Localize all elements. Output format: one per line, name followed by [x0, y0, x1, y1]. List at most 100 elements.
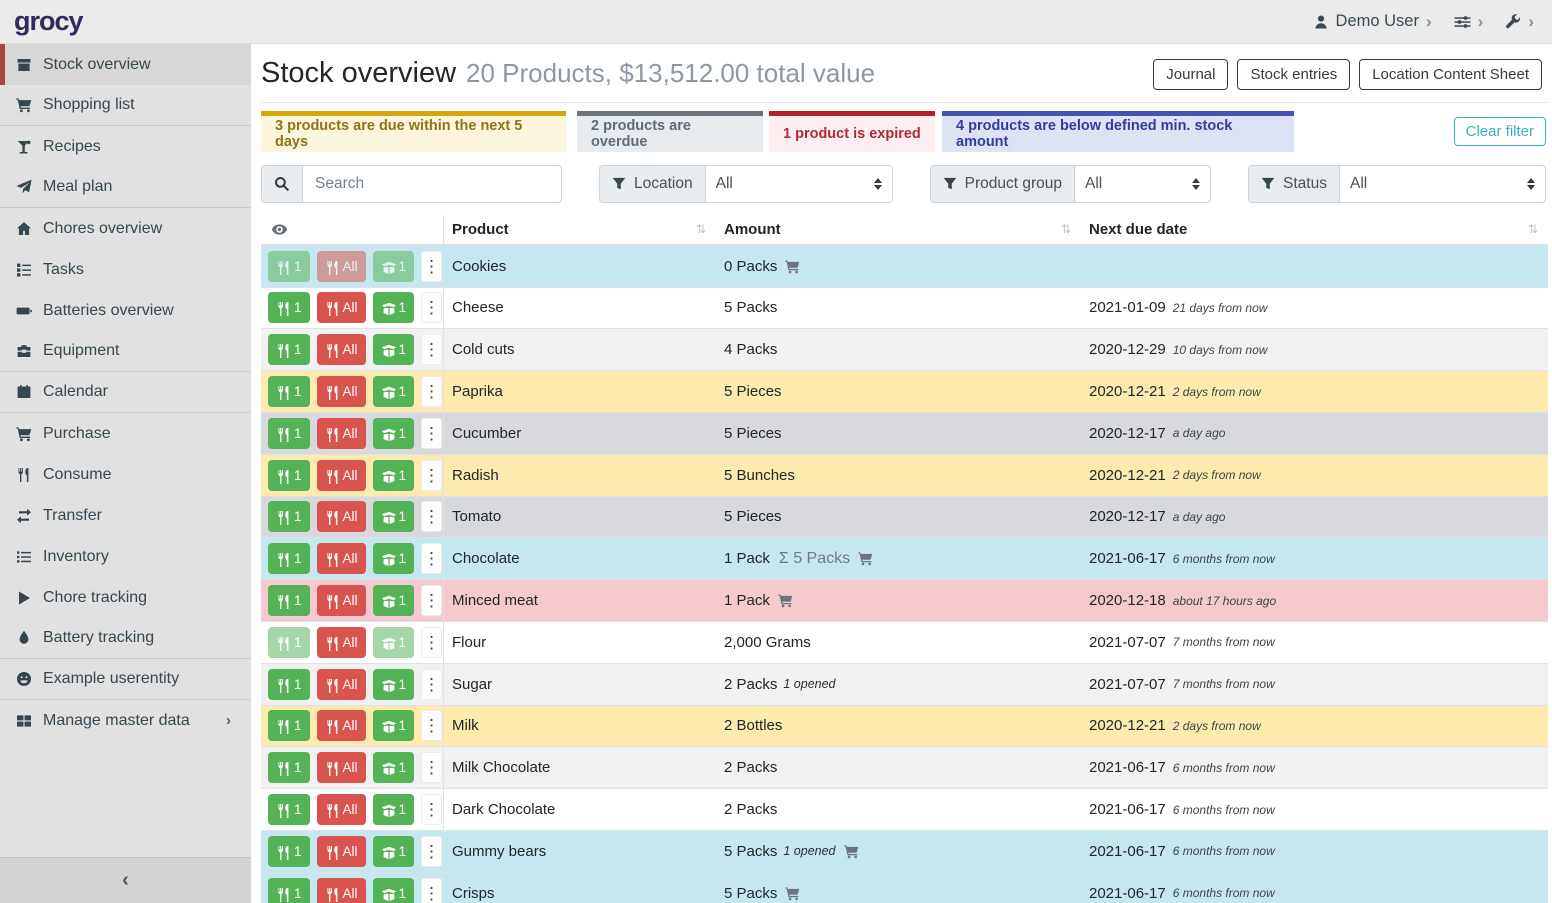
row-menu-button[interactable]: ⋮ — [421, 668, 443, 700]
sidebar-item-manage-master-data[interactable]: Manage master data › — [0, 700, 251, 741]
sidebar-item-example-userentity[interactable]: Example userentity — [0, 659, 251, 700]
sidebar-item-meal-plan[interactable]: Meal plan — [0, 167, 251, 208]
row-menu-button[interactable]: ⋮ — [421, 835, 443, 867]
consume-one-button[interactable]: 1 — [268, 668, 310, 700]
consume-one-button[interactable]: 1 — [268, 835, 310, 867]
row-menu-button[interactable]: ⋮ — [421, 250, 443, 282]
location-select[interactable]: All — [704, 164, 893, 203]
consume-all-button[interactable]: All — [316, 376, 366, 408]
alert-overdue[interactable]: 2 products are overdue — [577, 110, 763, 152]
row-menu-button[interactable]: ⋮ — [421, 459, 443, 491]
consume-all-button[interactable]: All — [316, 334, 366, 366]
sidebar-item-equipment[interactable]: Equipment — [0, 331, 251, 372]
sidebar-item-recipes[interactable]: Recipes — [0, 126, 251, 167]
admin-menu[interactable]: › — [1505, 13, 1534, 30]
row-menu-button[interactable]: ⋮ — [421, 752, 443, 784]
open-one-button[interactable]: 1 — [372, 710, 415, 742]
sidebar-item-inventory[interactable]: Inventory — [0, 536, 251, 577]
sidebar-item-batteries-overview[interactable]: Batteries overview — [0, 290, 251, 331]
sidebar-collapse-button[interactable]: ‹ — [0, 857, 251, 903]
product-group-select[interactable]: All — [1074, 164, 1212, 203]
consume-one-button[interactable]: 1 — [268, 752, 310, 784]
clear-filter-button[interactable]: Clear filter — [1453, 116, 1546, 146]
row-menu-button[interactable]: ⋮ — [421, 794, 443, 826]
open-one-button[interactable]: 1 — [372, 877, 415, 903]
consume-all-button[interactable]: All — [316, 459, 366, 491]
consume-all-button[interactable]: All — [316, 710, 366, 742]
consume-one-button[interactable]: 1 — [268, 710, 310, 742]
consume-all-button[interactable]: All — [316, 417, 366, 449]
consume-all-button[interactable]: All — [316, 877, 366, 903]
row-menu-button[interactable]: ⋮ — [421, 710, 443, 742]
search-input[interactable] — [302, 164, 562, 203]
open-one-button[interactable]: 1 — [372, 376, 415, 408]
sidebar-item-chores-overview[interactable]: Chores overview — [0, 208, 251, 249]
location-content-sheet-button[interactable]: Location Content Sheet — [1359, 59, 1542, 90]
row-menu-button[interactable]: ⋮ — [421, 376, 443, 408]
consume-all-button[interactable]: All — [316, 835, 366, 867]
sort-icon[interactable]: ⇅ — [1060, 222, 1071, 237]
utensils-icon — [325, 678, 338, 693]
consume-all-button[interactable]: All — [316, 794, 366, 826]
sidebar-item-battery-tracking[interactable]: Battery tracking — [0, 618, 251, 659]
tasks-icon — [14, 262, 34, 278]
consume-one-button[interactable]: 1 — [268, 585, 310, 617]
open-one-button[interactable]: 1 — [372, 668, 415, 700]
sidebar-item-consume[interactable]: Consume — [0, 454, 251, 495]
alert-below-min-stock[interactable]: 4 products are below defined min. stock … — [942, 110, 1294, 152]
chevron-right-icon: › — [1477, 12, 1484, 31]
sidebar-item-chore-tracking[interactable]: Chore tracking — [0, 577, 251, 618]
consume-one-button[interactable]: 1 — [268, 794, 310, 826]
open-one-button[interactable]: 1 — [372, 585, 415, 617]
journal-button[interactable]: Journal — [1153, 59, 1229, 90]
row-menu-button[interactable]: ⋮ — [421, 417, 443, 449]
row-menu-button[interactable]: ⋮ — [421, 292, 443, 324]
sort-icon[interactable]: ⇅ — [1527, 222, 1538, 237]
alert-due-soon[interactable]: 3 products are due within the next 5 day… — [261, 110, 566, 152]
open-one-button[interactable]: 1 — [372, 543, 415, 575]
consume-all-button[interactable]: All — [316, 626, 366, 658]
consume-all-button[interactable]: All — [316, 543, 366, 575]
consume-all-button[interactable]: All — [316, 501, 366, 533]
sidebar-item-transfer[interactable]: Transfer — [0, 495, 251, 536]
sidebar-item-stock-overview[interactable]: Stock overview — [0, 44, 251, 85]
open-one-button[interactable]: 1 — [372, 752, 415, 784]
open-one-button[interactable]: 1 — [372, 794, 415, 826]
sidebar-item-tasks[interactable]: Tasks — [0, 249, 251, 290]
status-select[interactable]: All — [1338, 164, 1546, 203]
consume-all-button[interactable]: All — [316, 292, 366, 324]
stock-entries-button[interactable]: Stock entries — [1237, 59, 1351, 90]
row-menu-button[interactable]: ⋮ — [421, 543, 443, 575]
row-menu-button[interactable]: ⋮ — [421, 334, 443, 366]
consume-all-button[interactable]: All — [316, 585, 366, 617]
app-logo[interactable]: grocy — [14, 6, 84, 36]
consume-one-button[interactable]: 1 — [268, 543, 310, 575]
consume-one-button[interactable]: 1 — [268, 292, 310, 324]
row-menu-button[interactable]: ⋮ — [421, 626, 443, 658]
row-menu-button[interactable]: ⋮ — [421, 585, 443, 617]
row-menu-button[interactable]: ⋮ — [421, 877, 443, 903]
sidebar-item-purchase[interactable]: Purchase — [0, 413, 251, 454]
consume-one-button[interactable]: 1 — [268, 334, 310, 366]
open-one-button[interactable]: 1 — [372, 417, 415, 449]
consume-one-button[interactable]: 1 — [268, 459, 310, 491]
consume-one-button[interactable]: 1 — [268, 417, 310, 449]
alert-expired[interactable]: 1 product is expired — [769, 110, 935, 152]
consume-one-button[interactable]: 1 — [268, 501, 310, 533]
consume-one-button[interactable]: 1 — [268, 376, 310, 408]
consume-all-button[interactable]: All — [316, 752, 366, 784]
sidebar-item-shopping-list[interactable]: Shopping list — [0, 85, 251, 126]
settings-menu[interactable]: › — [1454, 12, 1484, 31]
sort-icon[interactable]: ⇅ — [695, 222, 706, 237]
sidebar-item-calendar[interactable]: Calendar — [0, 372, 251, 413]
user-menu[interactable]: Demo User › — [1313, 12, 1432, 31]
row-menu-button[interactable]: ⋮ — [421, 501, 443, 533]
open-one-button[interactable]: 1 — [372, 334, 415, 366]
open-one-button[interactable]: 1 — [372, 292, 415, 324]
eye-icon[interactable] — [271, 221, 288, 238]
open-one-button[interactable]: 1 — [372, 501, 415, 533]
open-one-button[interactable]: 1 — [372, 459, 415, 491]
open-one-button[interactable]: 1 — [372, 835, 415, 867]
consume-one-button[interactable]: 1 — [268, 877, 310, 903]
consume-all-button[interactable]: All — [316, 668, 366, 700]
